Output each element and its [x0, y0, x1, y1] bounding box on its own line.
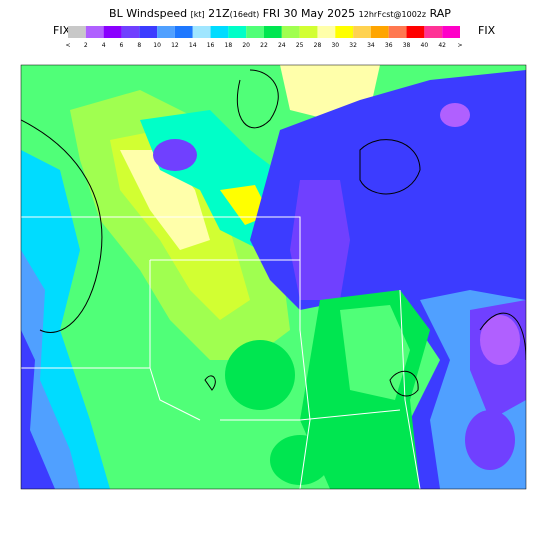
legend-swatch — [264, 26, 282, 38]
legend-label: < — [65, 42, 70, 49]
legend-label: 24 — [278, 42, 286, 49]
legend-swatch — [157, 26, 175, 38]
legend-swatch — [370, 26, 389, 38]
legend-swatch — [388, 26, 407, 38]
field-green-patch — [270, 435, 330, 485]
map — [20, 64, 527, 490]
legend-swatch — [228, 26, 247, 38]
legend-label: 40 — [421, 42, 429, 49]
legend-swatch — [174, 26, 193, 38]
legend-label: 28 — [314, 42, 322, 49]
field-blue — [21, 330, 55, 489]
title-forecast: 12hrFcst@1002z — [359, 10, 426, 19]
legend-swatch — [317, 26, 336, 38]
title-unit: [kt] — [191, 10, 205, 19]
legend: <2 4 6 8 10 12 14 16 18 20 22 24 25 28 30 32 34 36 38 40 42 > — [65, 26, 463, 49]
legend-swatch — [246, 26, 264, 38]
legend-label: 2 — [84, 42, 88, 49]
field-purple-north — [440, 103, 470, 127]
field-paleyellow — [120, 150, 210, 250]
legend-swatch — [442, 26, 460, 38]
legend-label: 6 — [120, 42, 124, 49]
legend-label: 12 — [171, 42, 179, 49]
legend-swatch — [281, 26, 300, 38]
legend-swatch — [139, 26, 158, 38]
legend-swatch — [406, 26, 425, 38]
legend-label: 32 — [349, 42, 357, 49]
field-lightblue — [21, 250, 80, 489]
title-parameter: BL Windspeed — [109, 7, 187, 20]
contour-line — [21, 119, 103, 333]
legend-label: 10 — [153, 42, 161, 49]
state-line — [220, 409, 401, 421]
legend-label: 38 — [403, 42, 411, 49]
legend-swatch — [353, 26, 371, 38]
legend-label: 22 — [260, 42, 268, 49]
title: BL Windspeed [kt] 21Z(16edt) FRI 30 May … — [109, 7, 451, 20]
legend-label: 30 — [331, 42, 339, 49]
legend-fix-left: FIX — [53, 24, 71, 37]
map-frame — [20, 64, 527, 490]
legend-swatch — [85, 26, 104, 38]
title-model: RAP — [430, 7, 452, 20]
field-violet — [290, 180, 350, 300]
legend-label: 18 — [225, 42, 233, 49]
contour-line — [204, 375, 216, 391]
legend-label: > — [457, 42, 462, 49]
legend-swatch — [103, 26, 122, 38]
legend-label: 42 — [438, 42, 446, 49]
contour-line — [389, 370, 419, 397]
legend-label: 25 — [296, 42, 304, 49]
legend-swatch — [210, 26, 229, 38]
state-line — [299, 260, 311, 489]
state-lines — [21, 216, 421, 489]
legend-swatch — [68, 26, 86, 38]
legend-swatch — [192, 26, 211, 38]
field-green-patch-2 — [225, 340, 295, 410]
legend-label: 34 — [367, 42, 375, 49]
contour-line — [479, 312, 526, 361]
legend-swatch — [424, 26, 443, 38]
legend-swatch — [121, 26, 140, 38]
field-purple-east — [480, 315, 520, 365]
legend-fix-right: FIX — [478, 24, 496, 37]
title-time: 21Z — [208, 7, 230, 20]
state-line — [399, 289, 421, 489]
title-local-time: (16edt) — [230, 10, 260, 19]
legend-label: 20 — [242, 42, 250, 49]
legend-label: 4 — [102, 42, 106, 49]
field-violet-west — [153, 139, 197, 171]
contour-line — [359, 139, 421, 195]
contour-lines — [21, 69, 526, 397]
wind-field — [21, 65, 526, 489]
title-date: FRI 30 May 2025 — [263, 7, 355, 20]
legend-label: 16 — [207, 42, 215, 49]
legend-label: 14 — [189, 42, 197, 49]
field-violet-southeast — [465, 410, 515, 470]
legend-swatch — [299, 26, 318, 38]
legend-swatch — [335, 26, 354, 38]
legend-label: 36 — [385, 42, 393, 49]
legend-label: 8 — [137, 42, 141, 49]
state-line — [21, 367, 201, 421]
state-line — [21, 216, 301, 260]
contour-line — [236, 69, 279, 129]
